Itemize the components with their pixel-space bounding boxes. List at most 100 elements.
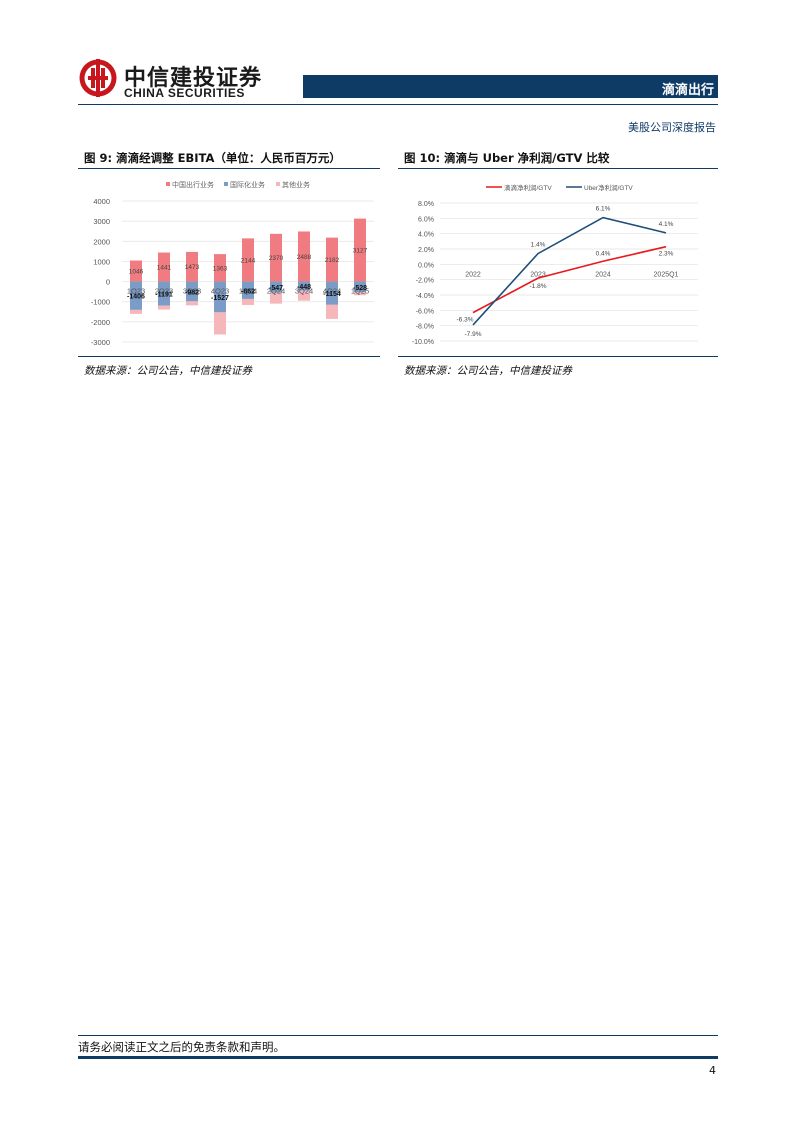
legend-label-1: 国际化业务 xyxy=(230,180,265,189)
bar-3Q23-1 xyxy=(186,281,198,302)
x-tick-label: 2022 xyxy=(465,271,481,278)
disclaimer-text: 请务必阅读正文之后的免责条款和声明。 xyxy=(78,1040,285,1054)
bar-3Q23-0 xyxy=(186,251,198,282)
legend-swatch-0 xyxy=(166,182,170,186)
data-label-china: 1363 xyxy=(213,265,228,272)
header-divider xyxy=(78,104,718,105)
y-tick-label: -1000 xyxy=(91,298,110,307)
data-label-series-0: 2.3% xyxy=(659,251,674,258)
net-profit-gtv-line-chart: 滴滴净利润/GTV Uber净利润/GTV 8.0% 6.0% 4.0% 2.0% 0.0%… xyxy=(412,183,698,346)
x-tick-label: 2023 xyxy=(530,271,546,278)
data-label-series-1: 6.1% xyxy=(596,206,611,213)
figure-10-title: 图 10: 滴滴与 Uber 净利润/GTV 比较 xyxy=(404,151,610,165)
bar-2Q23-2 xyxy=(158,305,170,310)
x-tick-label: 1Q23 xyxy=(127,287,145,296)
x-tick-label: 1Q24 xyxy=(239,287,257,296)
y-tick-label: -3000 xyxy=(91,338,110,347)
y-tick-label: -4.0% xyxy=(416,293,434,300)
bar-3Q24-0 xyxy=(298,231,310,282)
bar-1Q23-0 xyxy=(130,260,142,282)
bar-2Q23-0 xyxy=(158,252,170,282)
data-label-china: 3127 xyxy=(353,248,368,255)
y-tick-label: -6.0% xyxy=(416,308,434,315)
data-label-china: 2182 xyxy=(325,257,340,264)
legend-label-2: 其他业务 xyxy=(282,180,310,189)
legend-label-1: Uber净利润/GTV xyxy=(584,183,633,192)
x-tick-label: 2025Q1 xyxy=(654,271,679,278)
data-label-china: 2144 xyxy=(241,257,256,264)
data-label-international: -528 xyxy=(353,285,367,292)
figure-9-bottom-rule xyxy=(78,356,380,357)
y-tick-label: -2.0% xyxy=(416,278,434,285)
data-label-series-1: 1.4% xyxy=(531,242,546,249)
y-tick-label: 8.0% xyxy=(418,201,434,208)
bar-1Q25-2 xyxy=(354,292,366,296)
y-tick-label: 4.0% xyxy=(418,232,434,239)
bar-1Q24-1 xyxy=(242,281,254,299)
company-title: 滴滴出行 xyxy=(661,83,714,98)
bar-1Q25-1 xyxy=(354,281,366,293)
bar-1Q23-1 xyxy=(130,281,142,310)
citic-logo-icon xyxy=(79,59,117,97)
bar-4Q23-1 xyxy=(214,281,226,313)
report-type: 美股公司深度报告 xyxy=(628,121,716,134)
x-tick-label: 2Q24 xyxy=(267,287,285,296)
data-label-series-1: -7.9% xyxy=(465,331,482,338)
data-label-series-0: -6.3% xyxy=(457,317,474,324)
header-bar xyxy=(303,75,718,98)
bar-1Q24-0 xyxy=(242,238,254,282)
bar-2Q23-1 xyxy=(158,281,170,306)
figure-10-bottom-rule xyxy=(398,356,718,357)
bar-3Q23-2 xyxy=(186,301,198,306)
figure-10-top-rule xyxy=(398,168,718,169)
bar-4Q24-1 xyxy=(326,281,338,305)
figure-9-top-rule xyxy=(78,168,380,169)
figure-10-source: 数据来源：公司公告，中信建投证券 xyxy=(404,365,572,377)
y-tick-label: 4000 xyxy=(93,197,110,206)
x-tick-label: 2024 xyxy=(595,271,611,278)
bar-1Q25-0 xyxy=(354,218,366,282)
data-label-series-1: 4.1% xyxy=(659,221,674,228)
y-tick-label: 6.0% xyxy=(418,216,434,223)
bar-2Q24-2 xyxy=(270,292,282,304)
x-tick-label: 3Q23 xyxy=(183,287,201,296)
bar-4Q23-2 xyxy=(214,312,226,335)
logo-english-text: CHINA SECURITIES xyxy=(124,86,245,100)
data-label-international: -862 xyxy=(241,288,255,295)
x-tick-label: 3Q24 xyxy=(295,287,313,296)
disclaimer-divider xyxy=(78,1035,718,1036)
data-label-series-0: -1.8% xyxy=(530,283,547,290)
data-label-international: -1406 xyxy=(127,294,145,301)
x-tick-label: 1Q25 xyxy=(351,287,369,296)
legend-swatch-1 xyxy=(224,182,228,186)
y-tick-label: 1000 xyxy=(93,257,110,266)
bar-2Q24-0 xyxy=(270,233,282,282)
data-label-international: -1527 xyxy=(211,295,229,302)
y-tick-label: 0 xyxy=(106,278,110,287)
data-label-series-0: 0.4% xyxy=(596,250,611,257)
company-logo xyxy=(78,58,298,102)
legend-label-0: 中国出行业务 xyxy=(172,180,214,189)
figure-9-title: 图 9: 滴滴经调整 EBITA（单位：人民币百万元） xyxy=(84,151,341,165)
y-tick-label: 2.0% xyxy=(418,247,434,254)
y-tick-label: 3000 xyxy=(93,217,110,226)
data-label-china: 1441 xyxy=(157,265,172,272)
data-label-international: -982 xyxy=(185,289,199,296)
bar-4Q24-2 xyxy=(326,304,338,319)
footer-bar xyxy=(78,1056,718,1059)
bar-2Q24-1 xyxy=(270,281,282,293)
y-tick-label: -8.0% xyxy=(416,324,434,331)
data-label-international: -547 xyxy=(269,285,283,292)
y-tick-label: 2000 xyxy=(93,237,110,246)
bar-3Q24-1 xyxy=(298,281,310,291)
data-label-international: -1154 xyxy=(323,291,341,298)
series-line-0 xyxy=(472,245,667,314)
y-tick-label: -10.0% xyxy=(412,339,434,346)
figure-9-source: 数据来源：公司公告，中信建投证券 xyxy=(84,365,252,377)
y-tick-label: -2000 xyxy=(91,318,110,327)
data-label-china: 2370 xyxy=(269,255,284,262)
ebita-stacked-bar-chart: 中国出行业务 国际化业务 其他业务 4000 3000 2000 1000 0 -1000 -20… xyxy=(91,180,374,347)
x-tick-label: 2Q23 xyxy=(155,287,173,296)
data-label-china: 1473 xyxy=(185,264,200,271)
x-tick-label: 4Q24 xyxy=(323,287,341,296)
